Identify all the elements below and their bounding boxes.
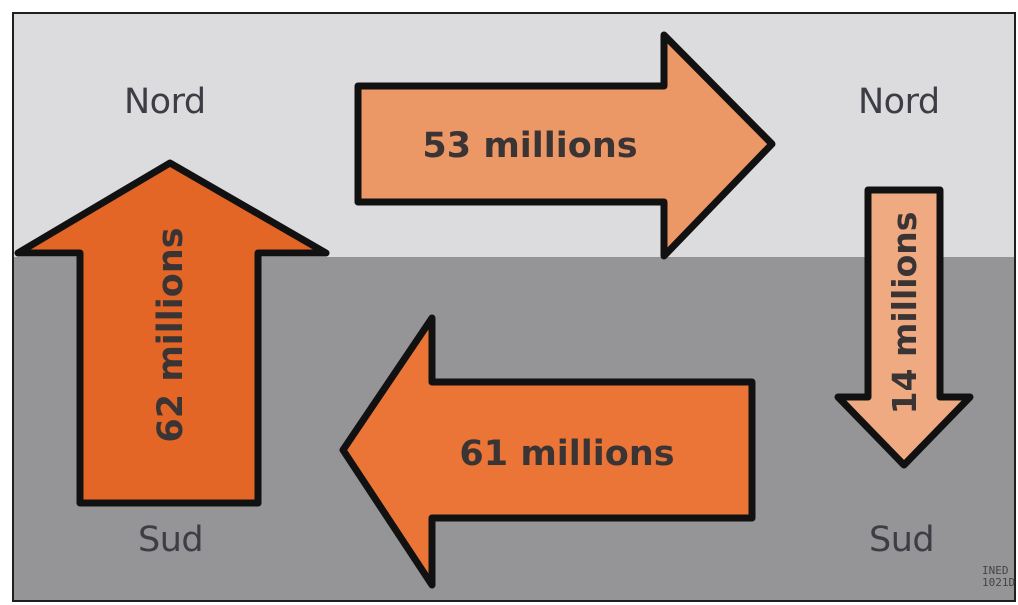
region-label-south-right: Sud xyxy=(869,520,935,560)
credit-line-2: 1021D xyxy=(982,576,1016,589)
region-label-north-right: Nord xyxy=(858,82,940,122)
region-label-south-left: Sud xyxy=(138,520,204,560)
arrow-north-to-north xyxy=(354,31,776,260)
source-credit: INED 1021D xyxy=(982,565,1015,589)
arrow-north-to-south xyxy=(834,186,974,469)
region-label-north-left: Nord xyxy=(124,82,206,122)
arrow-south-to-south xyxy=(339,314,756,589)
flow-label-south-to-south: 61 millions xyxy=(459,434,674,474)
credit-line-1: INED xyxy=(982,564,1009,577)
flow-label-north-to-south: 14 millions xyxy=(885,212,924,415)
flow-label-south-to-north: 62 millions xyxy=(151,227,191,442)
flow-label-north-to-north: 53 millions xyxy=(422,126,637,166)
arrow-south-to-north xyxy=(14,159,330,507)
